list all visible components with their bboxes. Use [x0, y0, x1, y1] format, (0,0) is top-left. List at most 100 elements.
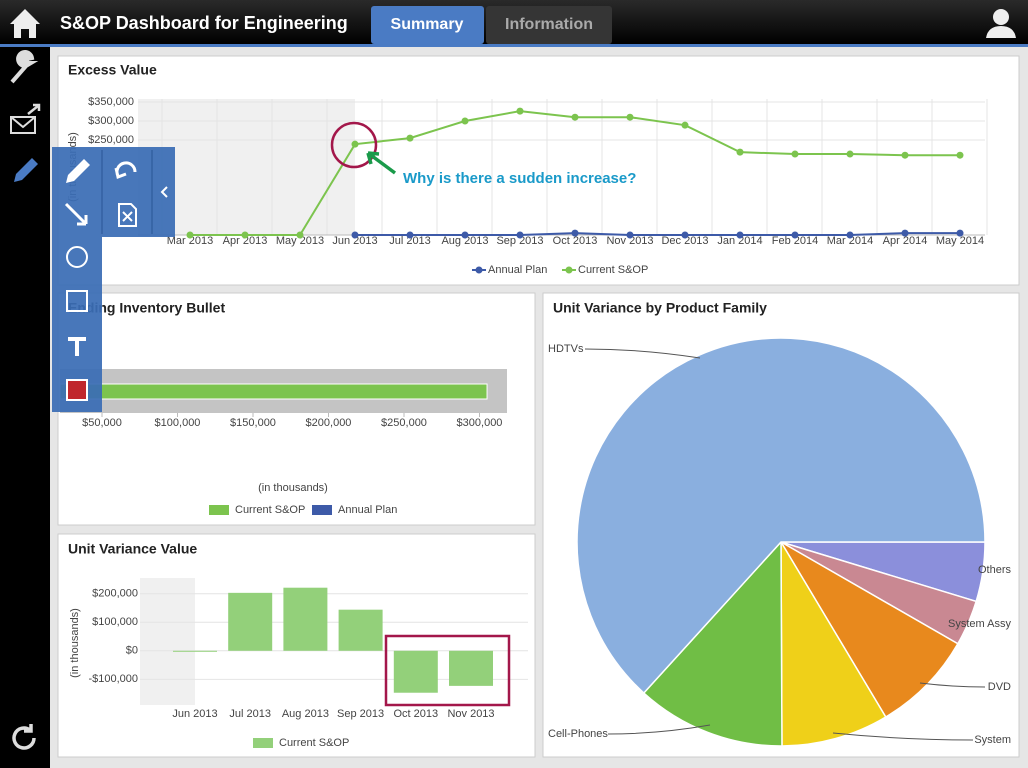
- x-tick-label: $100,000: [155, 417, 201, 429]
- point: [461, 231, 469, 239]
- pencil-icon[interactable]: [14, 158, 38, 182]
- tab-active[interactable]: [371, 6, 484, 44]
- x-tick-label: Oct 2013: [393, 708, 438, 720]
- slice-label: Cell-Phones: [548, 728, 608, 740]
- point: [571, 113, 579, 121]
- x-tick-label: Nov 2013: [606, 235, 653, 247]
- refresh-icon[interactable]: [12, 724, 36, 750]
- legend-label: Current S&OP: [235, 504, 305, 516]
- slice-label: System Assy: [948, 618, 1011, 630]
- x-tick-label: Aug 2013: [282, 708, 329, 720]
- point: [626, 113, 634, 121]
- clear-tool[interactable]: [118, 203, 137, 227]
- tab[interactable]: [486, 6, 612, 44]
- point: [351, 231, 359, 239]
- mail-icon[interactable]: [10, 103, 41, 134]
- home-icon[interactable]: [10, 9, 40, 38]
- tab-label: Summary: [391, 16, 464, 33]
- bar: [173, 650, 217, 652]
- x-tick-label: $150,000: [230, 417, 276, 429]
- x-tick-label: Jul 2013: [389, 235, 431, 247]
- x-tick-label: Jun 2013: [332, 235, 377, 247]
- x-tick-label: Sep 2013: [337, 708, 384, 720]
- point: [956, 151, 964, 159]
- highlight-region: [140, 578, 195, 705]
- point: [681, 121, 689, 129]
- bar: [338, 609, 383, 651]
- annotations: Why is there a sudden increase?: [330, 121, 636, 707]
- x-tick-label: May 2014: [936, 235, 984, 247]
- point: [846, 231, 854, 239]
- legend-label: Current S&OP: [279, 737, 349, 749]
- wrench-icon[interactable]: [10, 50, 39, 84]
- leader-line: [584, 348, 701, 359]
- point: [626, 231, 634, 239]
- bar: [228, 592, 273, 651]
- collapse-tool[interactable]: [160, 186, 168, 198]
- bar: [449, 650, 493, 686]
- point: [296, 231, 304, 239]
- point: [791, 150, 799, 158]
- point: [736, 231, 744, 239]
- arrow-tool[interactable]: [64, 202, 88, 226]
- pen-tool[interactable]: [66, 159, 90, 183]
- color-tool[interactable]: [66, 379, 88, 401]
- rect-tool[interactable]: [66, 290, 88, 312]
- y-tick-label: $350,000: [88, 96, 134, 108]
- point: [461, 117, 469, 125]
- y-tick-label: $0: [126, 645, 138, 657]
- x-tick-label: May 2013: [276, 235, 324, 247]
- x-tick-label: Dec 2013: [661, 235, 708, 247]
- x-tick-label: Jan 2014: [717, 235, 762, 247]
- bar: [393, 650, 438, 693]
- x-tick-label: Mar 2013: [167, 235, 213, 247]
- sidebar: [0, 47, 50, 768]
- user-icon[interactable]: [986, 9, 1016, 38]
- point: [406, 231, 414, 239]
- tab-label: Information: [505, 16, 593, 33]
- legend-marker: [565, 266, 573, 274]
- bar: [283, 587, 328, 651]
- panel-title: Excess Value: [68, 62, 157, 78]
- app-title: S&OP Dashboard for Engineering: [60, 13, 348, 33]
- y-tick-label: $250,000: [88, 134, 134, 146]
- legend-swatch: [253, 738, 273, 748]
- point: [956, 229, 964, 237]
- point: [791, 231, 799, 239]
- highlight-rect: [384, 634, 511, 707]
- point: [516, 231, 524, 239]
- y-tick-label: $100,000: [92, 616, 138, 628]
- leader-line: [919, 682, 986, 688]
- point: [186, 231, 194, 239]
- slice-label: Others: [978, 564, 1012, 576]
- point: [571, 229, 579, 237]
- x-tick-label: $200,000: [306, 417, 352, 429]
- toolbar-bg: [52, 147, 175, 412]
- legend-swatch: [209, 505, 229, 515]
- point: [736, 148, 744, 156]
- annotation-text: Why is there a sudden increase?: [403, 170, 636, 187]
- x-tick-label: $250,000: [381, 417, 427, 429]
- y-tick-label: -$100,000: [88, 673, 138, 685]
- legend-marker: [475, 266, 483, 274]
- point: [351, 140, 359, 148]
- circle-tool[interactable]: [66, 246, 88, 268]
- x-tick-label: Jun 2013: [172, 708, 217, 720]
- panel-title: Ending Inventory Bullet: [68, 300, 225, 316]
- point: [901, 229, 909, 237]
- x-tick-label: Nov 2013: [447, 708, 494, 720]
- legend-label: Current S&OP: [578, 264, 648, 276]
- highlight-circle: [330, 121, 378, 169]
- panel-title: Unit Variance Value: [68, 541, 197, 557]
- x-tick-label: $300,000: [457, 417, 503, 429]
- point: [241, 231, 249, 239]
- pie-slice: [642, 540, 783, 747]
- y-tick-label: $300,000: [88, 115, 134, 127]
- y-axis-label: (in thousands): [69, 608, 81, 678]
- slice-label: HDTVs: [548, 343, 584, 355]
- text-tool[interactable]: [68, 337, 86, 356]
- point: [901, 151, 909, 159]
- undo-tool[interactable]: [114, 161, 137, 180]
